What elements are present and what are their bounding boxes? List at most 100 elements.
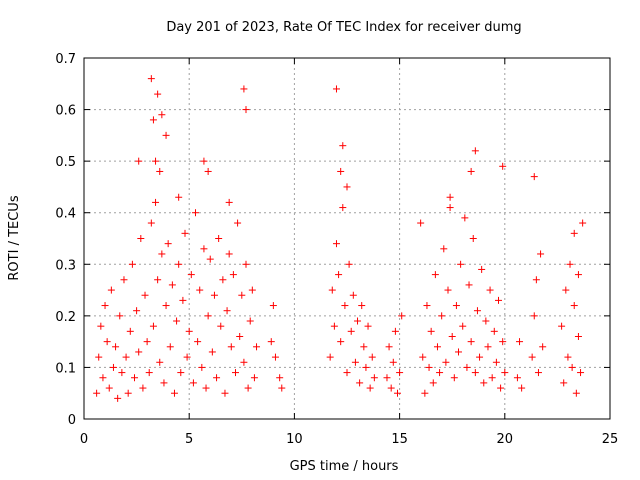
data-point — [200, 157, 208, 165]
data-point — [204, 312, 212, 320]
data-point — [343, 183, 351, 191]
data-point — [269, 302, 277, 310]
data-point — [202, 384, 210, 392]
data-point — [393, 389, 401, 397]
data-point — [385, 343, 393, 351]
data-point — [362, 363, 370, 371]
data-point — [126, 327, 134, 335]
x-tick-label: 15 — [391, 432, 408, 447]
data-point — [484, 343, 492, 351]
data-point — [341, 302, 349, 310]
data-point — [208, 348, 216, 356]
y-tick-label: 0.4 — [55, 207, 76, 222]
data-point — [490, 327, 498, 335]
data-point — [343, 369, 351, 377]
data-point — [482, 317, 490, 325]
data-point — [442, 358, 450, 366]
data-point — [574, 271, 582, 279]
data-point — [539, 343, 547, 351]
x-tick-label: 5 — [185, 432, 193, 447]
data-point — [120, 276, 128, 284]
data-point — [469, 235, 477, 242]
data-point — [465, 281, 473, 289]
data-point — [471, 369, 479, 377]
data-point — [330, 322, 338, 330]
data-point — [112, 343, 120, 351]
data-point — [240, 358, 248, 366]
data-point — [455, 348, 463, 356]
data-point — [358, 302, 366, 310]
data-point — [271, 353, 279, 361]
data-point — [177, 369, 185, 377]
y-tick-label: 0.5 — [55, 155, 76, 170]
data-point — [438, 312, 446, 320]
x-axis-label: GPS time / hours — [290, 459, 399, 474]
data-point — [499, 162, 507, 170]
data-point — [354, 317, 362, 325]
data-point — [250, 374, 258, 382]
data-point — [187, 271, 195, 279]
data-point — [423, 302, 431, 310]
x-tick-label: 25 — [602, 432, 619, 447]
data-point — [164, 240, 172, 248]
data-point — [532, 276, 540, 284]
data-point — [137, 235, 145, 242]
data-point — [349, 291, 357, 299]
data-point — [339, 204, 347, 212]
data-point — [450, 374, 458, 382]
data-point — [213, 374, 221, 382]
data-point — [494, 296, 502, 304]
y-tick-labels: 0 0.1 0.2 0.3 0.4 0.5 0.6 0.7 — [55, 52, 76, 428]
data-point — [448, 332, 456, 340]
grid-lines — [84, 58, 610, 419]
data-point — [225, 198, 233, 206]
data-point — [116, 312, 124, 320]
data-point — [579, 219, 587, 227]
data-point — [446, 193, 454, 201]
y-tick-label: 0.1 — [55, 361, 76, 376]
data-point — [141, 291, 149, 299]
data-point — [135, 348, 143, 356]
data-point — [486, 286, 494, 294]
data-point — [501, 369, 509, 377]
data-point — [473, 307, 481, 315]
data-point — [242, 106, 250, 114]
data-point — [335, 271, 343, 279]
data-point — [109, 363, 117, 371]
data-point — [147, 219, 155, 227]
data-point — [337, 167, 345, 175]
data-point — [253, 343, 261, 351]
data-point — [436, 369, 444, 377]
data-point — [574, 332, 582, 340]
data-point — [152, 198, 160, 206]
data-point — [391, 327, 399, 335]
data-point — [166, 343, 174, 351]
y-tick-label: 0.6 — [55, 104, 76, 119]
data-point — [221, 389, 229, 397]
data-point — [158, 111, 166, 119]
data-point — [219, 276, 227, 284]
data-point — [558, 322, 566, 330]
data-point — [175, 260, 183, 268]
data-point — [99, 374, 107, 382]
data-point — [240, 85, 248, 93]
data-point — [154, 90, 162, 98]
data-point — [387, 384, 395, 392]
data-point — [156, 167, 164, 175]
data-point — [564, 353, 572, 361]
data-point — [467, 338, 475, 346]
data-point — [471, 147, 479, 155]
data-point — [461, 214, 469, 222]
data-point — [478, 265, 486, 273]
data-point — [95, 353, 103, 361]
data-point — [158, 250, 166, 258]
data-point — [215, 235, 223, 242]
data-point — [181, 229, 189, 237]
data-point — [452, 302, 460, 310]
data-point — [114, 394, 122, 402]
data-point — [347, 327, 355, 335]
data-point — [149, 322, 157, 330]
data-point — [459, 322, 467, 330]
data-point — [97, 322, 105, 330]
data-point — [198, 363, 206, 371]
